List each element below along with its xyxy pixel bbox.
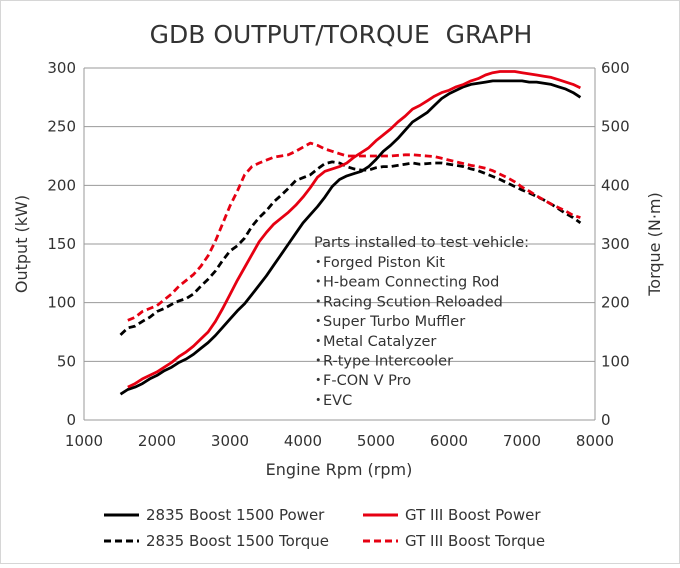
annotation-heading: Parts installed to test vehicle: bbox=[314, 235, 529, 251]
y-tick-label: 200 bbox=[47, 176, 76, 194]
annotation-item: Forged Piston Kit bbox=[323, 255, 445, 271]
x-tick-label: 1000 bbox=[65, 432, 103, 450]
y2-axis-label: Torque (N·m) bbox=[645, 192, 664, 297]
y-tick-label: 50 bbox=[57, 352, 76, 370]
legend-label-4: GT III Boost Torque bbox=[405, 532, 545, 550]
y-axis-label: Output (kW) bbox=[12, 195, 31, 293]
y-tick-label: 250 bbox=[47, 118, 76, 136]
x-tick-label: 2000 bbox=[138, 432, 176, 450]
x-tick-label: 6000 bbox=[430, 432, 468, 450]
y2-tick-label: 500 bbox=[601, 118, 630, 136]
x-tick-labels: 1000 2000 3000 4000 5000 6000 7000 8000 bbox=[65, 432, 614, 450]
annotation-bullet: ・ bbox=[311, 275, 326, 291]
y-tick-labels: 0 50 100 150 200 250 300 bbox=[47, 59, 76, 429]
y2-tick-labels: 0 100 200 300 400 500 600 bbox=[601, 59, 630, 429]
y2-tick-label: 300 bbox=[601, 235, 630, 253]
y-tick-label: 100 bbox=[47, 294, 76, 312]
annotation-item: Racing Scution Reloaded bbox=[323, 294, 503, 310]
legend-label-3: 2835 Boost 1500 Torque bbox=[146, 532, 329, 550]
x-tick-label: 3000 bbox=[211, 432, 249, 450]
annotation-bullet: ・ bbox=[311, 373, 326, 389]
legend-label-2: GT III Boost Power bbox=[405, 506, 541, 524]
x-tick-label: 8000 bbox=[576, 432, 614, 450]
parts-annotation: Parts installed to test vehicle: ・Forged… bbox=[311, 235, 529, 409]
y2-tick-label: 400 bbox=[601, 176, 630, 194]
annotation-item: Metal Catalyzer bbox=[323, 334, 436, 350]
y2-tick-label: 100 bbox=[601, 352, 630, 370]
series-lines bbox=[119, 70, 582, 396]
x-tick-label: 7000 bbox=[503, 432, 541, 450]
y-tick-label: 300 bbox=[47, 59, 76, 77]
y-tick-label: 150 bbox=[47, 235, 76, 253]
annotation-item: F-CON V Pro bbox=[323, 373, 411, 389]
series-line-2 bbox=[127, 70, 582, 389]
annotation-item: R-type Intercooler bbox=[323, 354, 453, 370]
x-tick-label: 5000 bbox=[357, 432, 395, 450]
annotation-bullet: ・ bbox=[311, 314, 326, 330]
x-tick-label: 4000 bbox=[284, 432, 322, 450]
annotation-item: EVC bbox=[323, 393, 352, 409]
annotation-bullet: ・ bbox=[311, 354, 326, 370]
series-line-3 bbox=[119, 160, 582, 336]
annotation-item: Super Turbo Muffler bbox=[323, 314, 465, 330]
annotation-bullet: ・ bbox=[311, 393, 326, 409]
series-line-1 bbox=[119, 79, 582, 396]
x-axis-label: Engine Rpm (rpm) bbox=[266, 460, 413, 479]
annotation-bullet: ・ bbox=[311, 255, 326, 271]
chart-title: GDB OUTPUT/TORQUE GRAPH bbox=[150, 20, 533, 49]
annotation-bullet: ・ bbox=[311, 294, 326, 310]
y-tick-label: 0 bbox=[66, 411, 76, 429]
annotation-item: H-beam Connecting Rod bbox=[323, 275, 499, 291]
y2-tick-label: 0 bbox=[601, 411, 611, 429]
y2-tick-label: 600 bbox=[601, 59, 630, 77]
annotation-bullet: ・ bbox=[311, 334, 326, 350]
y2-tick-label: 200 bbox=[601, 294, 630, 312]
legend: 2835 Boost 1500 Power GT III Boost Power 2… bbox=[104, 506, 545, 550]
gridlines bbox=[84, 67, 595, 362]
legend-label-1: 2835 Boost 1500 Power bbox=[146, 506, 325, 524]
